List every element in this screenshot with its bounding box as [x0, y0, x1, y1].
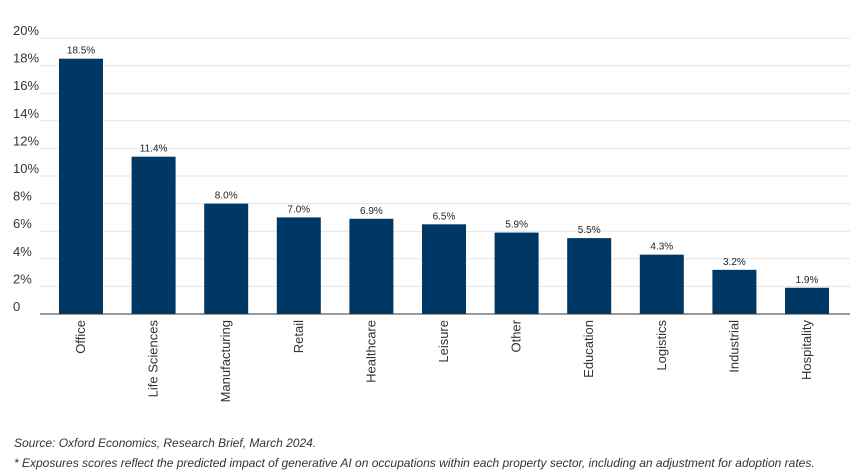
data-label: 6.9%: [360, 206, 383, 217]
x-tick-label: Education: [581, 320, 596, 378]
bar: [204, 203, 249, 314]
x-tick-label: Hospitality: [799, 320, 814, 380]
y-tick-label: 20%: [13, 23, 39, 38]
bar: [131, 156, 176, 314]
bar: [567, 238, 612, 314]
x-tick-label: Life Sciences: [146, 320, 161, 398]
y-tick-label: 4%: [13, 244, 32, 259]
y-tick-label: 18%: [13, 51, 39, 66]
data-label: 11.4%: [140, 144, 168, 155]
y-tick-label: 10%: [13, 161, 39, 176]
bar: [785, 287, 829, 314]
x-tick-label: Logistics: [654, 320, 669, 371]
x-tick-label: Industrial: [726, 320, 741, 373]
data-label: 8.0%: [215, 191, 238, 202]
data-label: 18.5%: [67, 46, 95, 57]
bar: [494, 232, 539, 314]
bar: [59, 58, 103, 315]
bar-chart: 0 2% 4% 6% 8% 10% 12% 14% 16% 18% 20% 18.5% Office 11…: [13, 23, 850, 402]
source-note: Source: Oxford Economics, Research Brief…: [14, 436, 317, 450]
data-label: 4.3%: [650, 242, 673, 253]
y-tick-label: 14%: [13, 106, 39, 121]
bar: [349, 218, 394, 314]
x-tick-label: Healthcare: [363, 320, 378, 383]
y-tick-label: 2%: [13, 271, 32, 286]
data-label: 1.9%: [796, 275, 819, 286]
data-label: 3.2%: [723, 257, 746, 268]
data-label: 5.9%: [505, 220, 528, 231]
y-tick-label: 12%: [13, 133, 39, 148]
data-label: 6.5%: [433, 211, 456, 222]
data-label: 7.0%: [287, 204, 310, 215]
bar: [276, 217, 321, 314]
y-tick-label: 8%: [13, 189, 32, 204]
x-tick-label: Manufacturing: [218, 320, 233, 402]
bar: [422, 224, 466, 314]
bar: [712, 269, 757, 314]
x-tick-label: Other: [509, 319, 524, 352]
x-tick-label: Office: [73, 320, 88, 354]
data-label: 5.5%: [578, 225, 601, 236]
y-tick-label: 16%: [13, 78, 39, 93]
bar: [639, 254, 684, 314]
footnote: * Exposures scores reflect the predicted…: [14, 456, 815, 470]
x-tick-label: Leisure: [436, 320, 451, 363]
y-tick-label: 0: [13, 299, 20, 314]
y-tick-label: 6%: [13, 216, 32, 231]
x-tick-label: Retail: [291, 320, 306, 353]
